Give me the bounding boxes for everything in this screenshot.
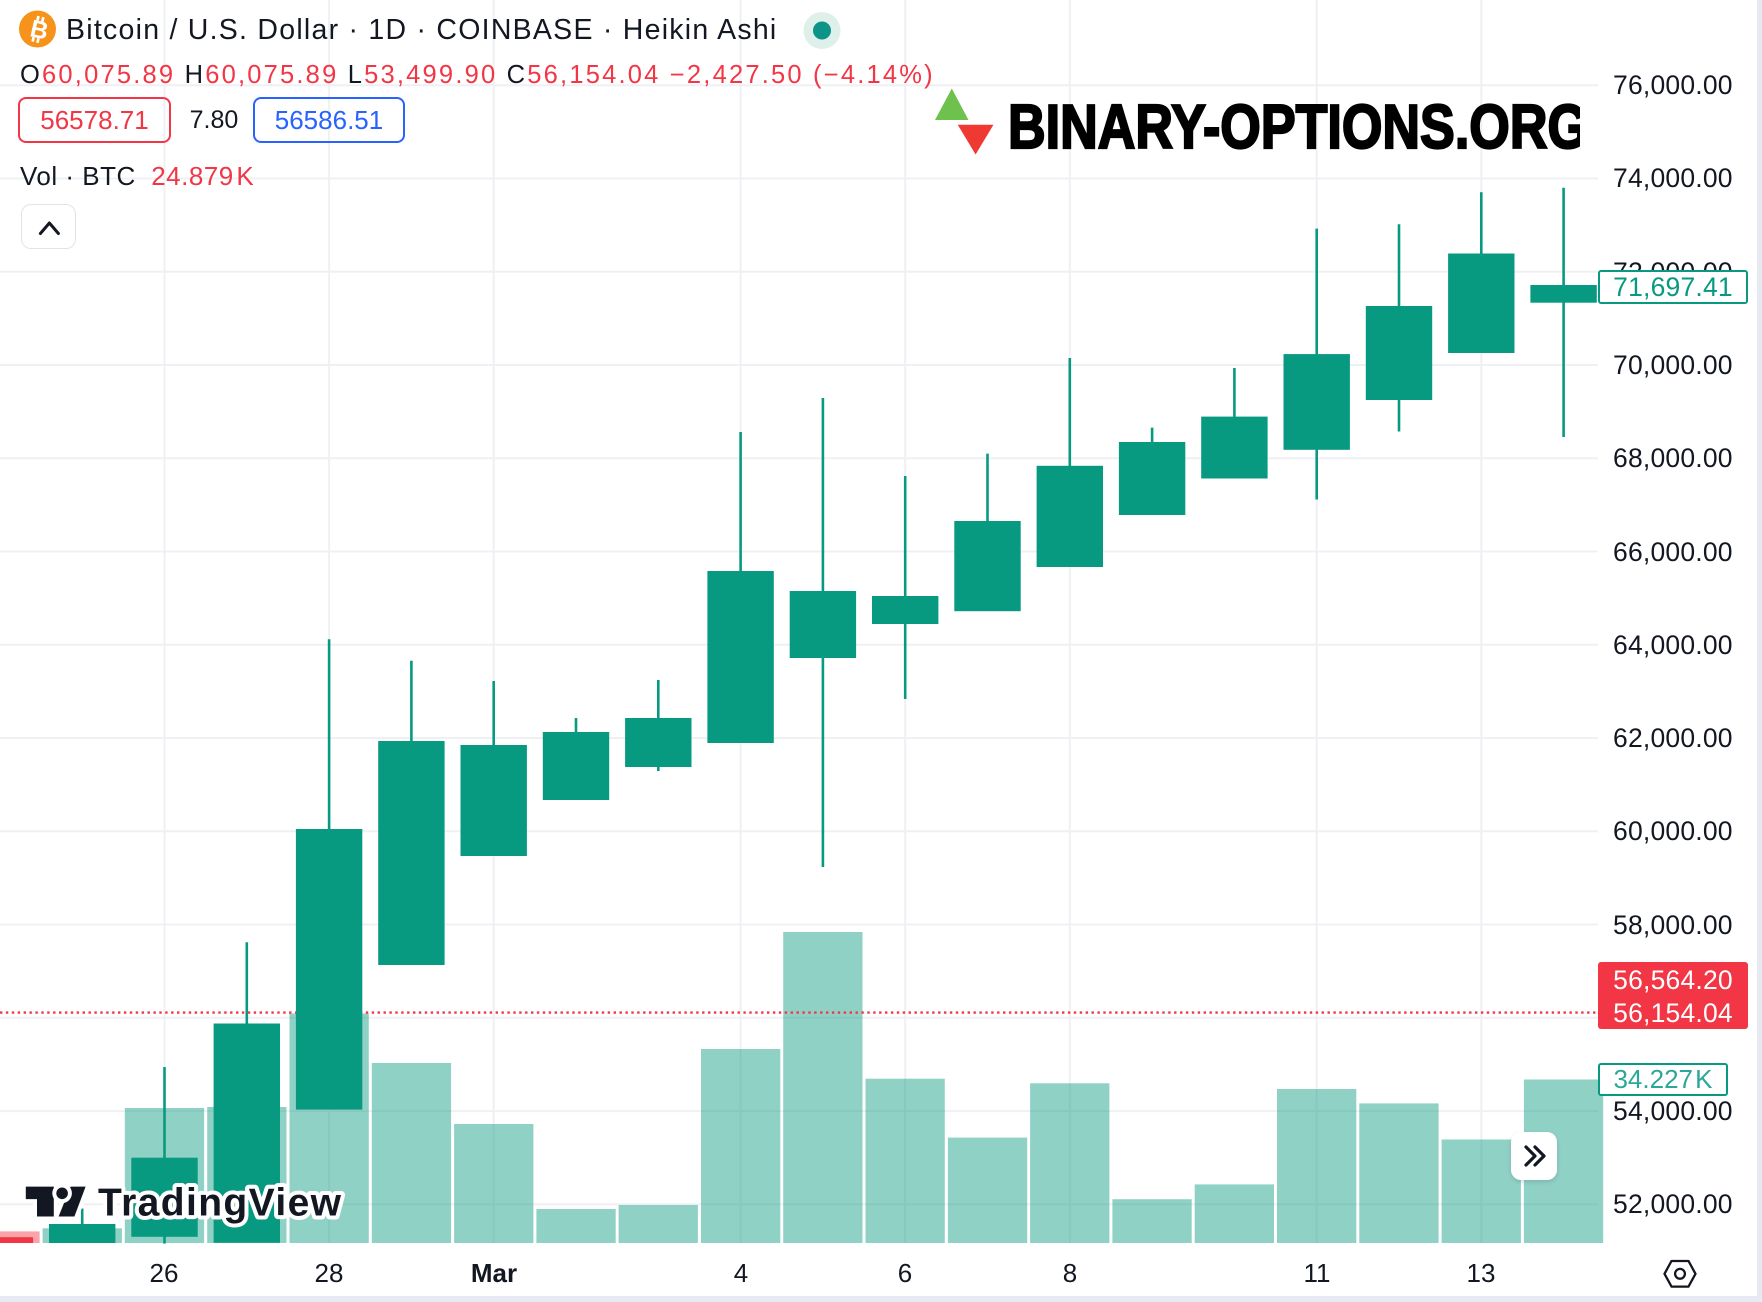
svg-text:BINARY-OPTIONS.ORG: BINARY-OPTIONS.ORG: [1008, 93, 1580, 160]
svg-text:TradingView: TradingView: [98, 1182, 342, 1225]
